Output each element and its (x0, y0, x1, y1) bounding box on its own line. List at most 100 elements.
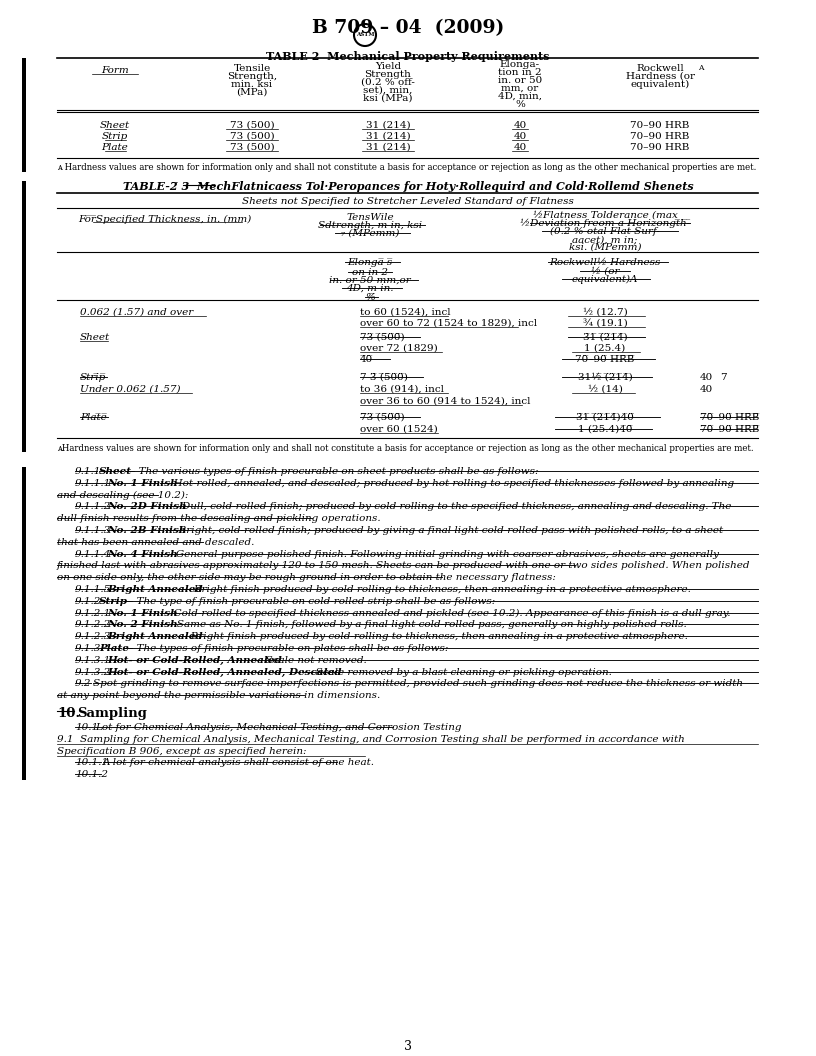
Text: — Dull, cold-rolled finish; produced by cold rolling to the specified thickness,: — Dull, cold-rolled finish; produced by … (165, 503, 731, 511)
Text: 40: 40 (513, 132, 526, 142)
Text: — The type of finish procurable on cold-rolled strip shall be as follows:: — The type of finish procurable on cold-… (123, 597, 495, 606)
Text: Yield: Yield (375, 62, 401, 71)
Text: 7 3̅ (̅5̅0̅0̅): 7 3̅ (̅5̅0̅0̅) (360, 373, 408, 382)
Text: to 60 (1524), incl: to 60 (1524), incl (360, 308, 450, 317)
Text: and descaling (see 10.2):: and descaling (see 10.2): (57, 491, 188, 499)
Text: in. or 50 mm,or: in. or 50 mm,or (329, 276, 411, 285)
Text: 70̅–90̅ H̅R̅B̅: 70̅–90̅ H̅R̅B̅ (575, 355, 635, 364)
Text: ksi (MPa): ksi (MPa) (363, 94, 413, 103)
Text: ₇ (MPemm): ₇ (MPemm) (341, 229, 399, 238)
Text: set), min,: set), min, (363, 86, 413, 95)
Text: Under 0.062 (1.57): Under 0.062 (1.57) (80, 385, 180, 394)
Bar (22, 467, 26, 780)
Text: Form: Form (101, 65, 129, 75)
Text: — Bright finish produced by cold rolling to thickness, then annealing in a prote: — Bright finish produced by cold rolling… (177, 585, 691, 593)
Text: 4̅0̅: 4̅0̅ (360, 355, 373, 364)
Text: TABLE-2̅ 3  MechFlatnicaess Tol·Peropances for Hoty·Rollequird and Cold·Rollemd : TABLE-2̅ 3 MechFlatnicaess Tol·Peropance… (122, 181, 694, 192)
Text: 40: 40 (513, 143, 526, 152)
Text: on one side only, the other side may be rough ground in order to obtain the nece: on one side only, the other side may be … (57, 573, 556, 582)
Text: (0.2 % otal Flat Surf-: (0.2 % otal Flat Surf- (550, 227, 660, 237)
Text: 3̅1̅ (̅2̅1̅4̅)4̅0̅: 3̅1̅ (̅2̅1̅4̅)4̅0̅ (576, 413, 634, 422)
Text: ½ (or: ½ (or (591, 267, 619, 276)
Text: TABLE 2  Mechanical Property Requirements: TABLE 2 Mechanical Property Requirements (266, 51, 550, 62)
Text: 7̅3̅ (̅5̅0̅0̅): 7̅3̅ (̅5̅0̅0̅) (360, 413, 405, 422)
Text: 70–90 HRB: 70–90 HRB (630, 143, 690, 152)
Text: 9.1.1.1: 9.1.1.1 (75, 478, 111, 488)
Text: ASTM: ASTM (356, 33, 375, 38)
Text: 9.1.1: 9.1.1 (75, 467, 101, 476)
Text: in. or 50: in. or 50 (498, 76, 542, 84)
Text: Plate: Plate (102, 143, 128, 152)
Text: (MPa): (MPa) (237, 88, 268, 97)
Text: ᴀHardness values are shown for information only and shall not constitute a basis: ᴀHardness values are shown for informati… (57, 444, 754, 453)
Text: 7̅0̅–90̅ H̅R̅B̅: 7̅0̅–90̅ H̅R̅B̅ (700, 413, 760, 422)
Text: Hardness (or: Hardness (or (626, 72, 694, 81)
Text: 40: 40 (700, 373, 713, 382)
Text: min. ksi: min. ksi (232, 80, 273, 89)
Text: over 36 to 60 (914 to 1524), incl: over 36 to 60 (914 to 1524), incl (360, 397, 530, 406)
Text: — The types of finish procurable on plates shall be as follows:: — The types of finish procurable on plat… (123, 644, 448, 653)
Text: 1 (25.4): 1 (25.4) (584, 344, 626, 353)
Text: Elonga̅ s̅: Elonga̅ s̅ (348, 258, 392, 267)
Text: 73 (500): 73 (500) (229, 121, 274, 130)
Text: that has been annealed and descaled.: that has been annealed and descaled. (57, 538, 255, 547)
Text: 70–90 HRB: 70–90 HRB (630, 132, 690, 142)
Text: %: % (515, 100, 525, 109)
Text: 31 (214): 31 (214) (366, 132, 410, 142)
Text: 40: 40 (513, 121, 526, 130)
Text: Plat̅e̅: Plat̅e̅ (80, 413, 107, 422)
Text: Plate: Plate (99, 644, 129, 653)
Text: 9.1.1.2: 9.1.1.2 (75, 503, 111, 511)
Text: Rockwell½ Hardness: Rockwell½ Hardness (549, 258, 661, 267)
Text: Hot- or Cold-Rolled, Annealed, Descaled: Hot- or Cold-Rolled, Annealed, Descaled (107, 667, 342, 677)
Text: over 60 (1524): over 60 (1524) (360, 425, 437, 434)
Text: 9.1.3.2: 9.1.3.2 (75, 667, 111, 677)
Text: Bright Annealed: Bright Annealed (107, 585, 202, 593)
Text: 9.1.1.4: 9.1.1.4 (75, 549, 111, 559)
Text: ½Flatness Tolderance (max: ½Flatness Tolderance (max (533, 211, 677, 220)
Text: No. 1 Finish: No. 1 Finish (107, 608, 178, 618)
Text: over 72 (1829): over 72 (1829) (360, 344, 437, 353)
Text: ½ (12.7): ½ (12.7) (583, 308, 628, 317)
Text: Sheet: Sheet (99, 467, 132, 476)
Text: 1 (25.4)4̅0̅: 1 (25.4)4̅0̅ (578, 425, 632, 434)
Text: 9.1.2.1: 9.1.2.1 (75, 608, 111, 618)
Text: Elonga-: Elonga- (500, 60, 540, 69)
Text: 3: 3 (404, 1040, 412, 1053)
Text: dull finish results from the descaling and pickling operations.: dull finish results from the descaling a… (57, 514, 380, 523)
Text: Hot- or Cold-Rolled, Annealed: Hot- or Cold-Rolled, Annealed (107, 656, 282, 665)
Text: ᴀ Hardness values are shown for information only and shall not constitute a basi: ᴀ Hardness values are shown for informat… (57, 163, 756, 172)
Text: on in 2: on in 2 (352, 268, 388, 277)
Text: 3̅1̅ (̅2̅1̅4̅): 3̅1̅ (̅2̅1̅4̅) (583, 333, 628, 342)
Text: A lot for chemical analysis shall consist of one heat.: A lot for chemical analysis shall consis… (103, 758, 375, 768)
Text: Strip: Strip (102, 132, 128, 142)
Text: 9.2: 9.2 (75, 679, 91, 689)
Text: Sampling: Sampling (77, 708, 147, 720)
Text: Strength,: Strength, (227, 72, 277, 81)
Text: 31½̅ (̅2̅1̅4̅): 31½̅ (̅2̅1̅4̅) (578, 373, 632, 382)
Text: 31 (214): 31 (214) (366, 143, 410, 152)
Text: Sheets not Specified to Stretcher Leveled Standard of Flatness: Sheets not Specified to Stretcher Levele… (242, 197, 574, 206)
Text: 9.1.3: 9.1.3 (75, 644, 101, 653)
Text: mm, or: mm, or (501, 84, 539, 93)
Bar (22, 181, 26, 452)
Text: to 36 (914), incl: to 36 (914), incl (360, 385, 444, 394)
Text: 9.1.1.5: 9.1.1.5 (75, 585, 111, 593)
Text: 9.1.3.1: 9.1.3.1 (75, 656, 111, 665)
Text: ½ (14): ½ (14) (588, 385, 623, 394)
Text: 73 (500): 73 (500) (229, 143, 274, 152)
Text: 9.1.2.2: 9.1.2.2 (75, 620, 111, 629)
Text: tion in 2: tion in 2 (499, 68, 542, 77)
Text: 10.1.2: 10.1.2 (75, 770, 108, 779)
Text: equivalent): equivalent) (631, 80, 690, 89)
Text: No. 2B Finish: No. 2B Finish (107, 526, 186, 535)
Bar (22, 58, 26, 172)
Text: 10.: 10. (57, 708, 80, 720)
Text: A: A (698, 64, 703, 72)
Text: — The various types of finish procurable on sheet products shall be as follows:: — The various types of finish procurable… (125, 467, 539, 476)
Text: — Same as No. 1 finish, followed by a final light cold-rolled pass, generally on: — Same as No. 1 finish, followed by a fi… (160, 620, 687, 629)
Text: aacet), m in;: aacet), m in; (572, 235, 637, 244)
Text: 9.1.2: 9.1.2 (75, 597, 101, 606)
Text: 9.1.2.3: 9.1.2.3 (75, 633, 111, 641)
Text: at any point beyond the permissible variations in dimensions.: at any point beyond the permissible vari… (57, 692, 380, 700)
